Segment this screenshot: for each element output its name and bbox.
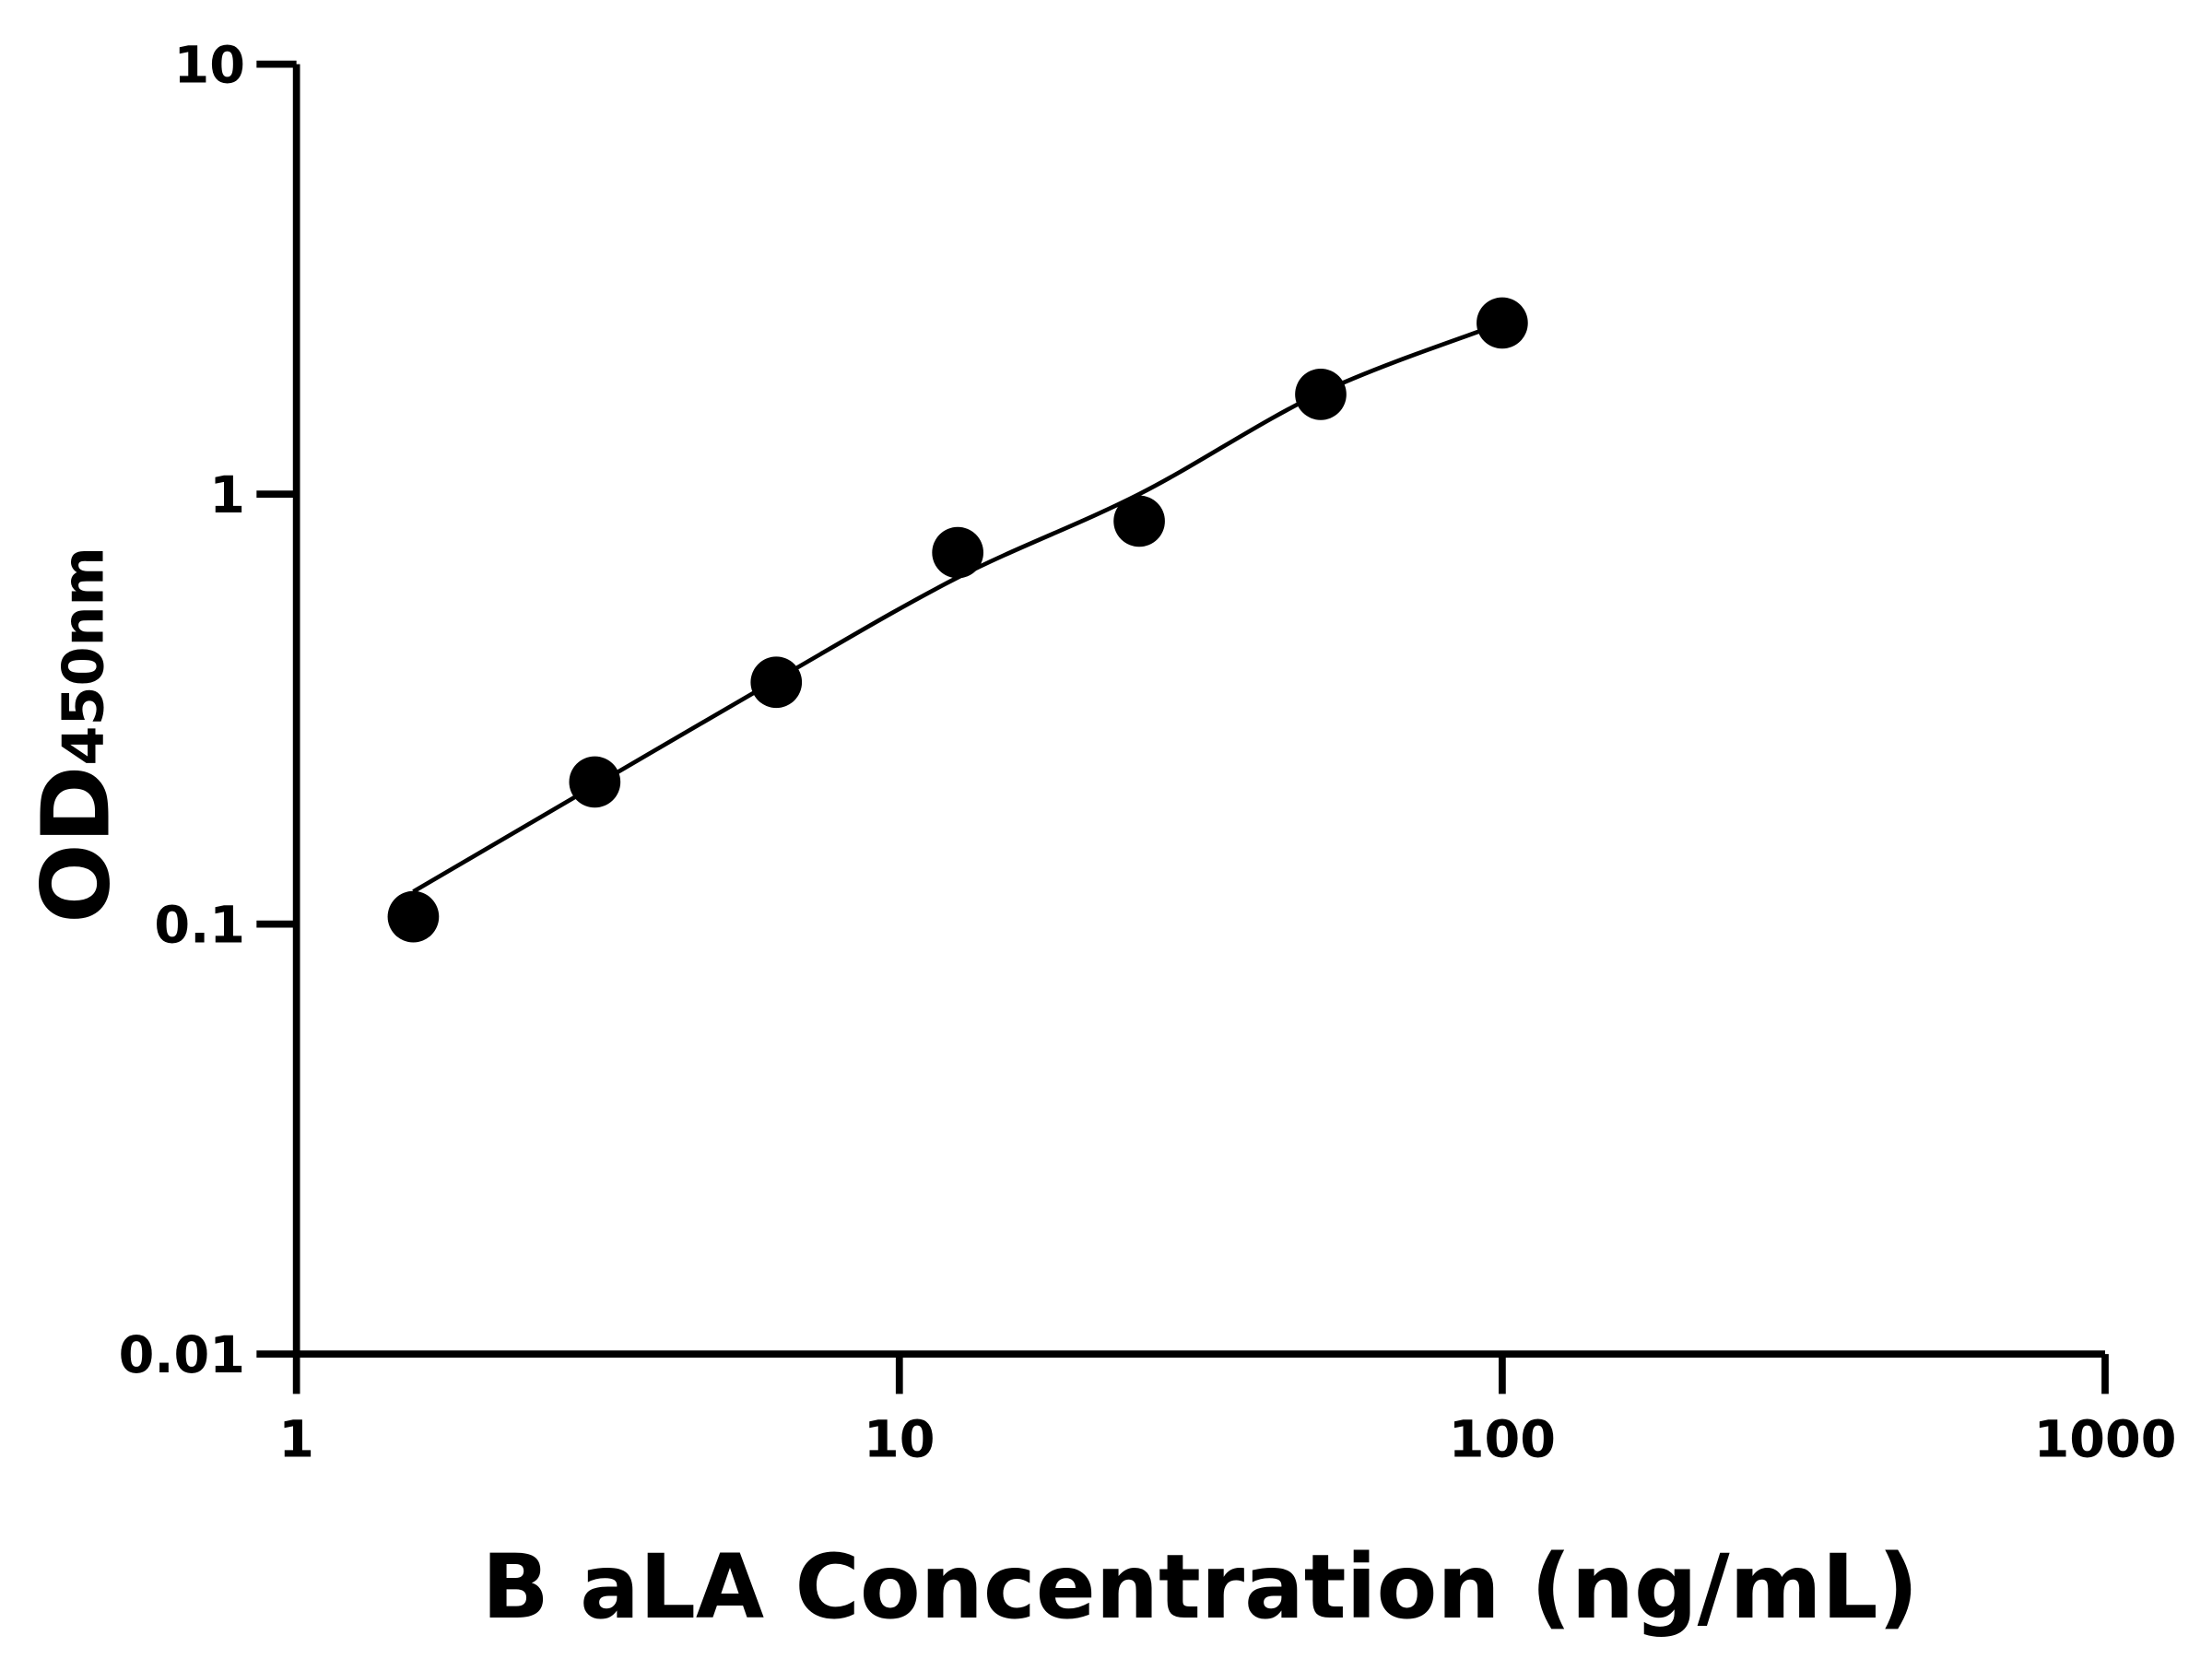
data-point [1477, 297, 1528, 349]
y-axis-title: OD450nm [22, 547, 132, 924]
y-tick-label: 1 [209, 465, 245, 525]
data-point [1295, 369, 1347, 420]
y-tick-labels: 0.01 0.1 1 10 [119, 36, 245, 1385]
x-tick-label: 100 [1449, 1409, 1556, 1469]
y-tick-label: 0.1 [154, 896, 245, 956]
y-tick-label: 0.01 [119, 1325, 245, 1385]
x-tick-label: 10 [864, 1409, 935, 1469]
y-tick-label: 10 [174, 36, 245, 96]
data-points [387, 297, 1528, 943]
data-point [750, 656, 803, 709]
axes [256, 60, 2109, 1394]
y-axis-title-main: OD [22, 766, 132, 924]
data-point [387, 890, 440, 943]
x-tick-label: 1000 [2034, 1409, 2177, 1469]
x-tick-label: 1 [278, 1409, 314, 1469]
x-tick-labels: 1 10 100 1000 [278, 1409, 2176, 1469]
data-point [569, 756, 621, 808]
y-axis-title-sub: 450nm [50, 547, 116, 766]
data-point [1113, 495, 1165, 547]
data-point [932, 526, 983, 579]
x-axis-title: B aLA Concentration (ng/mL) [482, 1535, 1919, 1639]
